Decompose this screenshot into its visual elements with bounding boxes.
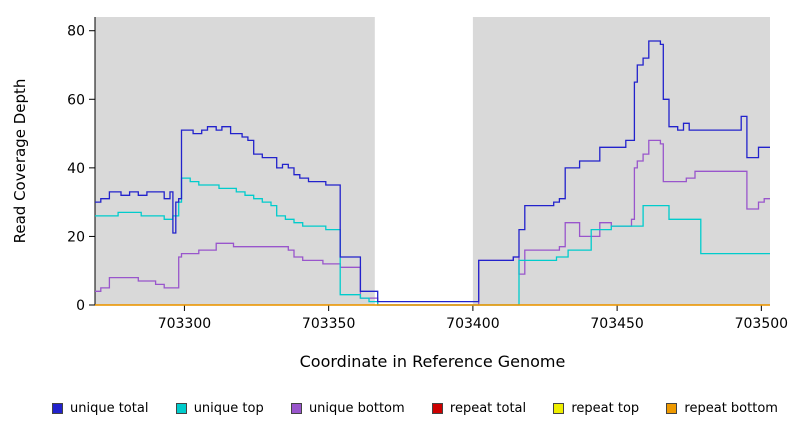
legend-label: repeat top xyxy=(571,401,640,416)
legend-item: unique top xyxy=(175,401,264,416)
y-tick-label: 80 xyxy=(67,24,85,40)
series-unique-total xyxy=(95,40,770,303)
legend-color-swatch xyxy=(52,403,63,414)
legend-label: unique total xyxy=(70,401,149,416)
legend-color-swatch xyxy=(290,403,302,414)
legend-item: unique total xyxy=(52,401,148,416)
y-axis-title: Read Coverage Depth xyxy=(11,78,29,244)
x-tick-label: 703500 xyxy=(735,316,788,332)
legend-label: unique top xyxy=(193,401,264,416)
legend-item: repeat bottom xyxy=(666,401,778,416)
legend: unique total unique top unique bottom repea… xyxy=(52,401,778,416)
y-tick-label: 20 xyxy=(67,229,85,245)
legend-color-swatch xyxy=(431,403,443,414)
y-tick-label: 60 xyxy=(67,92,85,108)
x-tick-label: 703350 xyxy=(302,316,355,332)
y-tick-label: 40 xyxy=(67,161,85,177)
legend-item: unique bottom xyxy=(290,401,405,416)
legend-color-swatch xyxy=(175,403,187,414)
x-axis-title: Coordinate in Reference Genome xyxy=(299,352,566,371)
coverage-gap-band xyxy=(374,17,473,305)
legend-label: repeat bottom xyxy=(684,401,778,416)
legend-item: repeat top xyxy=(553,401,639,416)
chart-plot: 0 20 40 60 80 703300 703350 703400 703450 703500 xyxy=(67,17,788,332)
legend-color-swatch xyxy=(553,403,565,414)
legend-color-swatch xyxy=(666,403,678,414)
legend-label: unique bottom xyxy=(308,401,405,416)
x-tick-label: 703300 xyxy=(158,316,211,332)
legend-item: repeat total xyxy=(431,401,527,416)
x-tick-label: 703450 xyxy=(590,316,643,332)
y-tick-label: 0 xyxy=(76,298,85,314)
legend-label: repeat total xyxy=(449,401,527,416)
x-tick-label: 703400 xyxy=(446,316,499,332)
